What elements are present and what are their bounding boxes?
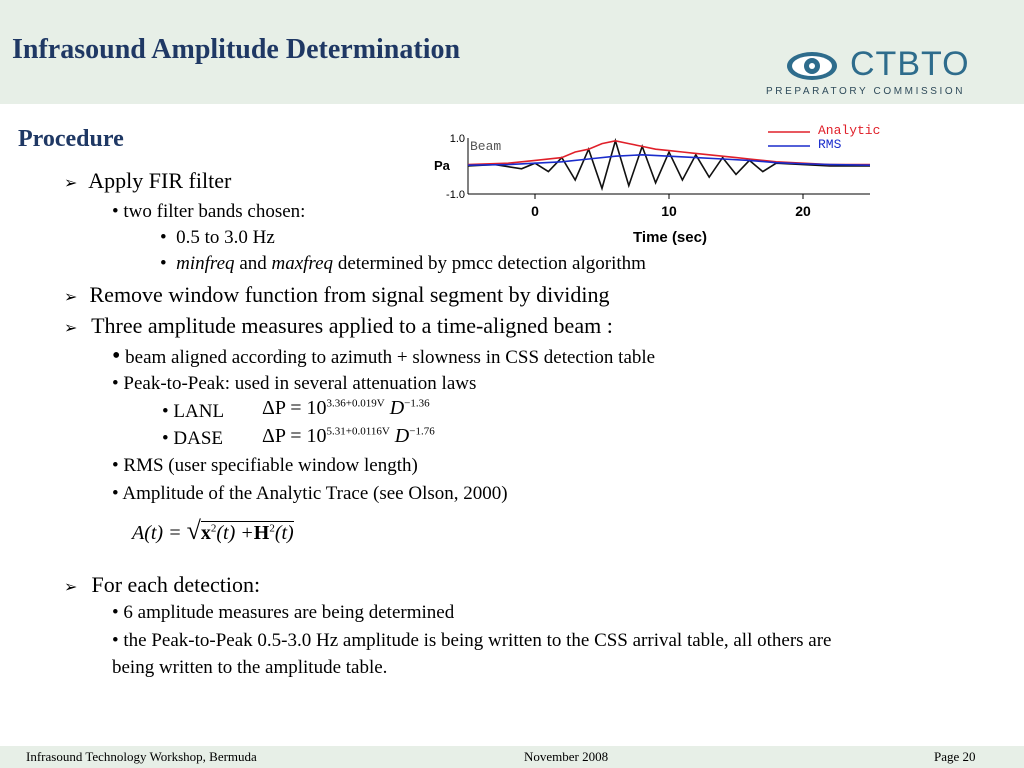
x-tick-label: 0: [531, 203, 539, 219]
logo-name: CTBTO: [850, 45, 970, 83]
header-band: Infrasound Amplitude Determination CTBTO…: [0, 0, 1024, 104]
arrow-bullet-icon: ➢: [64, 577, 78, 596]
bullet-fir: ➢ Apply FIR filter: [64, 168, 231, 194]
six-measures: • 6 amplitude measures are being determi…: [112, 602, 455, 623]
rms-bullet: • RMS (user specifiable window length): [112, 455, 418, 476]
arrow-bullet-icon: ➢: [64, 318, 78, 337]
footer-page: Page 20: [934, 749, 976, 764]
lanl-formula: ΔP = 103.36+0.019V D−1.36: [262, 397, 430, 419]
ctbto-logo: CTBTO PREPARATORY COMMISSION: [766, 44, 976, 100]
series-label-beam: Beam: [470, 139, 501, 154]
footer-band: Infrasound Technology Workshop, Bermuda …: [0, 746, 1024, 768]
bullet-remove: ➢ Remove window function from signal seg…: [64, 282, 610, 308]
fir-bands: • two filter bands chosen:: [112, 201, 306, 222]
y-tick-label: -1.0: [446, 189, 465, 201]
x-axis-label: Time (sec): [633, 229, 707, 246]
fir-label: Apply FIR filter: [88, 168, 232, 193]
x-tick-label: 20: [795, 203, 811, 219]
slide-title: Infrasound Amplitude Determination: [12, 34, 461, 65]
arrow-bullet-icon: ➢: [64, 173, 78, 192]
fir-band2: • minfreq and maxfreq determined by pmcc…: [160, 253, 646, 274]
bullet-each: ➢ For each detection:: [64, 572, 260, 598]
p2p: • Peak-to-Peak: used in several attenuat…: [112, 373, 477, 394]
fir-band1: • 0.5 to 3.0 Hz: [160, 227, 275, 248]
series-line-analytic: [467, 139, 870, 166]
x-tick-label: 10: [661, 203, 677, 219]
y-axis-label: Pa: [434, 158, 451, 173]
dase-formula: ΔP = 105.31+0.0116V D−1.76: [262, 425, 435, 447]
three-label: Three amplitude measures applied to a ti…: [91, 313, 613, 338]
writing-line-2: being written to the amplitude table.: [112, 657, 388, 678]
analytic-formula: A(t) = √x2(t) +H2(t): [132, 516, 294, 545]
legend-label-rms: RMS: [818, 137, 842, 152]
procedure-heading: Procedure: [18, 126, 124, 152]
footer-event: Infrasound Technology Workshop, Bermuda: [26, 749, 257, 764]
logo-subtitle: PREPARATORY COMMISSION: [766, 86, 966, 97]
bullet-three: ➢ Three amplitude measures applied to a …: [64, 313, 613, 339]
dase-label: • DASE: [162, 428, 224, 449]
footer-date: November 2008: [524, 749, 609, 764]
series-line-rms: [467, 153, 871, 166]
each-label: For each detection:: [91, 572, 261, 597]
beam-aligned: • beam aligned according to azimuth + sl…: [112, 343, 656, 369]
lanl-label: • LANL: [162, 401, 225, 422]
y-tick-label: 1.0: [450, 133, 465, 145]
legend-label-analytic: Analytic: [818, 123, 880, 138]
eye-icon: [787, 52, 837, 80]
analytic-bullet: • Amplitude of the Analytic Trace (see O…: [112, 483, 508, 504]
remove-label: Remove window function from signal segme…: [89, 282, 610, 307]
writing-line-1: • the Peak-to-Peak 0.5-3.0 Hz amplitude …: [112, 630, 832, 651]
series-line-beam: [467, 137, 870, 192]
arrow-bullet-icon: ➢: [64, 287, 78, 306]
